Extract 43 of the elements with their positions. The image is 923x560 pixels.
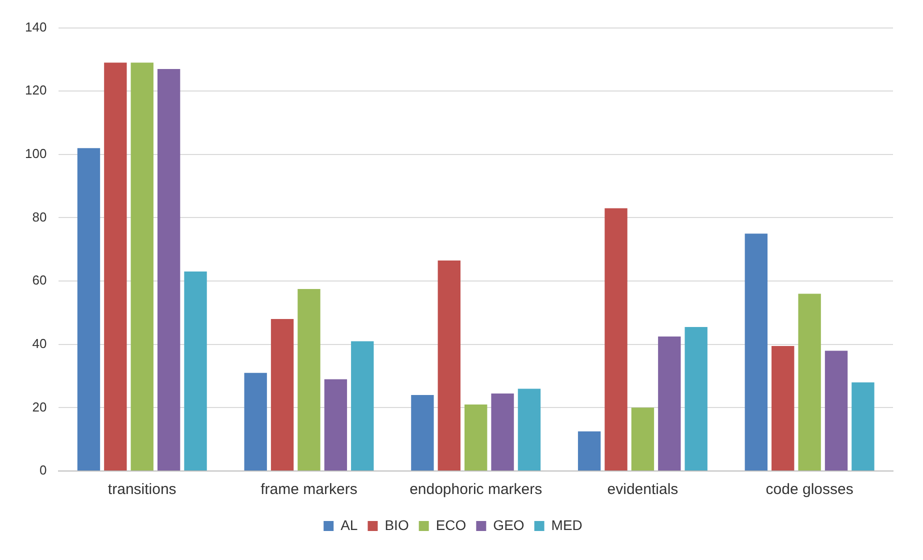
- bar: [852, 382, 874, 470]
- y-tick-label: 80: [32, 209, 47, 224]
- bar: [772, 346, 794, 470]
- legend-label: AL: [340, 516, 358, 533]
- bar: [351, 341, 374, 470]
- bar: [824, 350, 848, 470]
- bar: [184, 272, 207, 470]
- bar: [631, 408, 654, 470]
- y-tick-label: 20: [32, 399, 47, 414]
- legend-label: ECO: [436, 516, 466, 533]
- x-tick-label: code glosses: [766, 481, 854, 498]
- y-tick-label: 40: [32, 336, 47, 351]
- bar: [298, 288, 320, 470]
- bar: [658, 336, 681, 470]
- bar: [244, 372, 267, 470]
- bar: [411, 395, 434, 470]
- bar: [684, 326, 708, 470]
- bar: [604, 208, 628, 470]
- bar: [77, 148, 100, 470]
- legend-label: BIO: [384, 516, 409, 533]
- bar: [464, 404, 488, 470]
- bar: [157, 68, 180, 470]
- bar: [518, 388, 541, 470]
- bar: [270, 319, 294, 470]
- y-tick-label: 140: [24, 19, 47, 34]
- bar: [578, 431, 601, 470]
- x-tick-label: transitions: [108, 481, 176, 498]
- legend-label: MED: [551, 516, 582, 533]
- y-tick-label: 120: [24, 82, 47, 98]
- bar: [104, 62, 127, 470]
- y-tick-label: 60: [32, 272, 47, 288]
- bar: [324, 379, 348, 470]
- x-tick-label: frame markers: [260, 481, 358, 498]
- x-tick-label: evidentials: [607, 481, 678, 498]
- bar: [438, 260, 460, 470]
- y-tick-label: 0: [39, 462, 47, 478]
- y-tick-label: 100: [24, 146, 47, 162]
- x-tick-label: endophoric markers: [410, 481, 542, 498]
- bar: [798, 294, 821, 470]
- bar: [744, 234, 768, 470]
- legend-label: GEO: [493, 516, 524, 533]
- bar: [491, 393, 514, 470]
- bar: [130, 62, 154, 470]
